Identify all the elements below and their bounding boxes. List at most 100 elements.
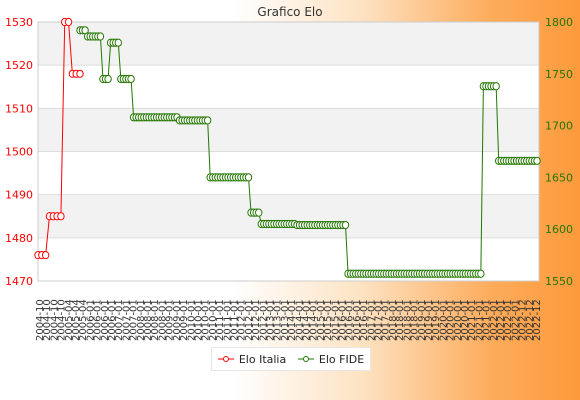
data-point-elo-italia (57, 212, 65, 221)
data-point-elo-fide (244, 173, 253, 182)
data-point-elo-fide (203, 116, 212, 125)
data-point-elo-italia (76, 69, 84, 78)
x-tick-label: 2016-01 (345, 299, 356, 341)
x-tick-label: 2017-01 (381, 299, 392, 341)
data-point-elo-fide (104, 74, 112, 84)
x-tick-label: 2009-01 (165, 299, 176, 341)
data-point-elo-fide (96, 32, 105, 41)
x-tick-label: 2016-01 (359, 299, 370, 341)
x-tick-label: 2022-12 (525, 299, 536, 341)
x-tick-label: 2021-01 (467, 299, 478, 341)
data-point-elo-fide (477, 269, 485, 278)
x-tick-label: 2012-01 (251, 299, 262, 341)
x-tick-label: 2018-01 (410, 299, 421, 341)
x-tick-label: 2012-01 (237, 299, 248, 341)
x-tick-label: 2005-04 (71, 299, 82, 341)
x-tick-label: 2013-01 (265, 299, 276, 341)
x-tick-label: 2008-01 (150, 299, 161, 341)
left-tick-label: 1470 (5, 275, 33, 288)
x-tick-label: 2022-12 (518, 299, 529, 341)
x-tick-label: 2010-01 (201, 299, 212, 341)
x-tick-label: 2010-01 (186, 299, 197, 341)
grid-band (38, 108, 539, 152)
x-axis: 2004-102004-102004-102004-102005-042005-… (35, 299, 543, 341)
x-tick-label: 2008-01 (143, 299, 154, 341)
left-tick-label: 1490 (5, 189, 33, 202)
legend-swatch-elo-fide (297, 356, 314, 362)
x-tick-label: 2018-01 (402, 299, 413, 341)
x-tick-label: 2010-01 (208, 299, 219, 341)
x-tick-label: 2019-01 (424, 299, 435, 341)
x-tick-label: 2011-01 (229, 299, 240, 341)
x-tick-label: 2004-10 (57, 299, 68, 341)
x-tick-label: 2013-01 (273, 299, 284, 341)
x-tick-label: 2006-01 (107, 299, 118, 341)
x-tick-label: 2022-01 (510, 299, 521, 341)
x-tick-label: 2012-01 (244, 299, 255, 341)
data-point-elo-fide (492, 82, 500, 91)
x-tick-label: 2022-01 (503, 299, 514, 341)
series-elo-fide (76, 26, 541, 278)
data-point-elo-fide (255, 208, 263, 217)
x-tick-label: 2006-01 (93, 299, 104, 341)
x-tick-label: 2014-01 (302, 299, 313, 341)
x-tick-label: 2005-04 (64, 299, 75, 341)
x-tick-label: 2020-01 (453, 299, 464, 341)
data-point-elo-fide (341, 220, 350, 230)
x-tick-label: 2016-01 (338, 299, 349, 341)
x-tick-label: 2016-01 (352, 299, 363, 341)
x-tick-label: 2013-01 (280, 299, 291, 341)
chart-legend: Elo Italia Elo FIDE (211, 347, 371, 371)
legend-label-elo-fide: Elo FIDE (318, 352, 365, 366)
x-tick-label: 2009-01 (179, 299, 190, 341)
grid-band (38, 65, 539, 109)
right-tick-label: 1700 (545, 120, 573, 133)
data-point-elo-italia (64, 17, 73, 27)
right-axis: 1550 1600 1650 1700 1750 1800 (545, 16, 573, 288)
grid-band (38, 151, 539, 195)
x-tick-label: 2006-01 (100, 299, 111, 341)
left-tick-label: 1520 (5, 59, 33, 72)
legend-item-elo-fide[interactable]: Elo FIDE (297, 352, 365, 366)
x-tick-label: 2008-01 (157, 299, 168, 341)
x-tick-label: 2011-01 (222, 299, 233, 341)
x-tick-label: 2008-01 (136, 299, 147, 341)
x-tick-label: 2004-10 (35, 299, 46, 341)
x-tick-label: 2022-12 (532, 299, 543, 341)
data-point-elo-fide (127, 74, 135, 84)
x-tick-label: 2004-10 (49, 299, 60, 341)
data-point-elo-fide (114, 38, 122, 47)
legend-swatch-elo-italia (217, 356, 234, 362)
legend-label-elo-italia: Elo Italia (238, 352, 287, 366)
x-tick-label: 2021-01 (474, 299, 485, 341)
x-tick-label: 2020-01 (438, 299, 449, 341)
series-elo-italia (34, 17, 84, 260)
left-tick-label: 1500 (5, 146, 33, 159)
plot-frame (37, 21, 540, 282)
x-tick-label: 2022-01 (489, 299, 500, 341)
right-tick-label: 1600 (545, 223, 573, 236)
x-tick-label: 2009-01 (172, 299, 183, 341)
x-tick-label: 2011-01 (215, 299, 226, 341)
x-tick-label: 2018-01 (395, 299, 406, 341)
x-tick-label: 2006-01 (85, 299, 96, 341)
x-tick-label: 2020-01 (460, 299, 471, 341)
x-tick-label: 2015-01 (316, 299, 327, 341)
legend-item-elo-italia[interactable]: Elo Italia (217, 352, 287, 366)
x-tick-label: 2017-01 (374, 299, 385, 341)
x-tick-label: 2005-04 (78, 299, 89, 341)
grid-band (38, 194, 539, 238)
x-tick-label: 2020-01 (446, 299, 457, 341)
x-tick-label: 2021-01 (482, 299, 493, 341)
x-tick-label: 2019-01 (417, 299, 428, 341)
x-tick-label: 2004-10 (42, 299, 53, 341)
right-tick-label: 1800 (545, 16, 573, 29)
x-tick-label: 2007-01 (114, 299, 125, 341)
right-tick-label: 1550 (545, 275, 573, 288)
x-tick-label: 2015-01 (330, 299, 341, 341)
left-tick-label: 1510 (5, 102, 33, 115)
x-tick-label: 2010-01 (193, 299, 204, 341)
x-tick-label: 2012-01 (258, 299, 269, 341)
x-tick-label: 2014-01 (309, 299, 320, 341)
